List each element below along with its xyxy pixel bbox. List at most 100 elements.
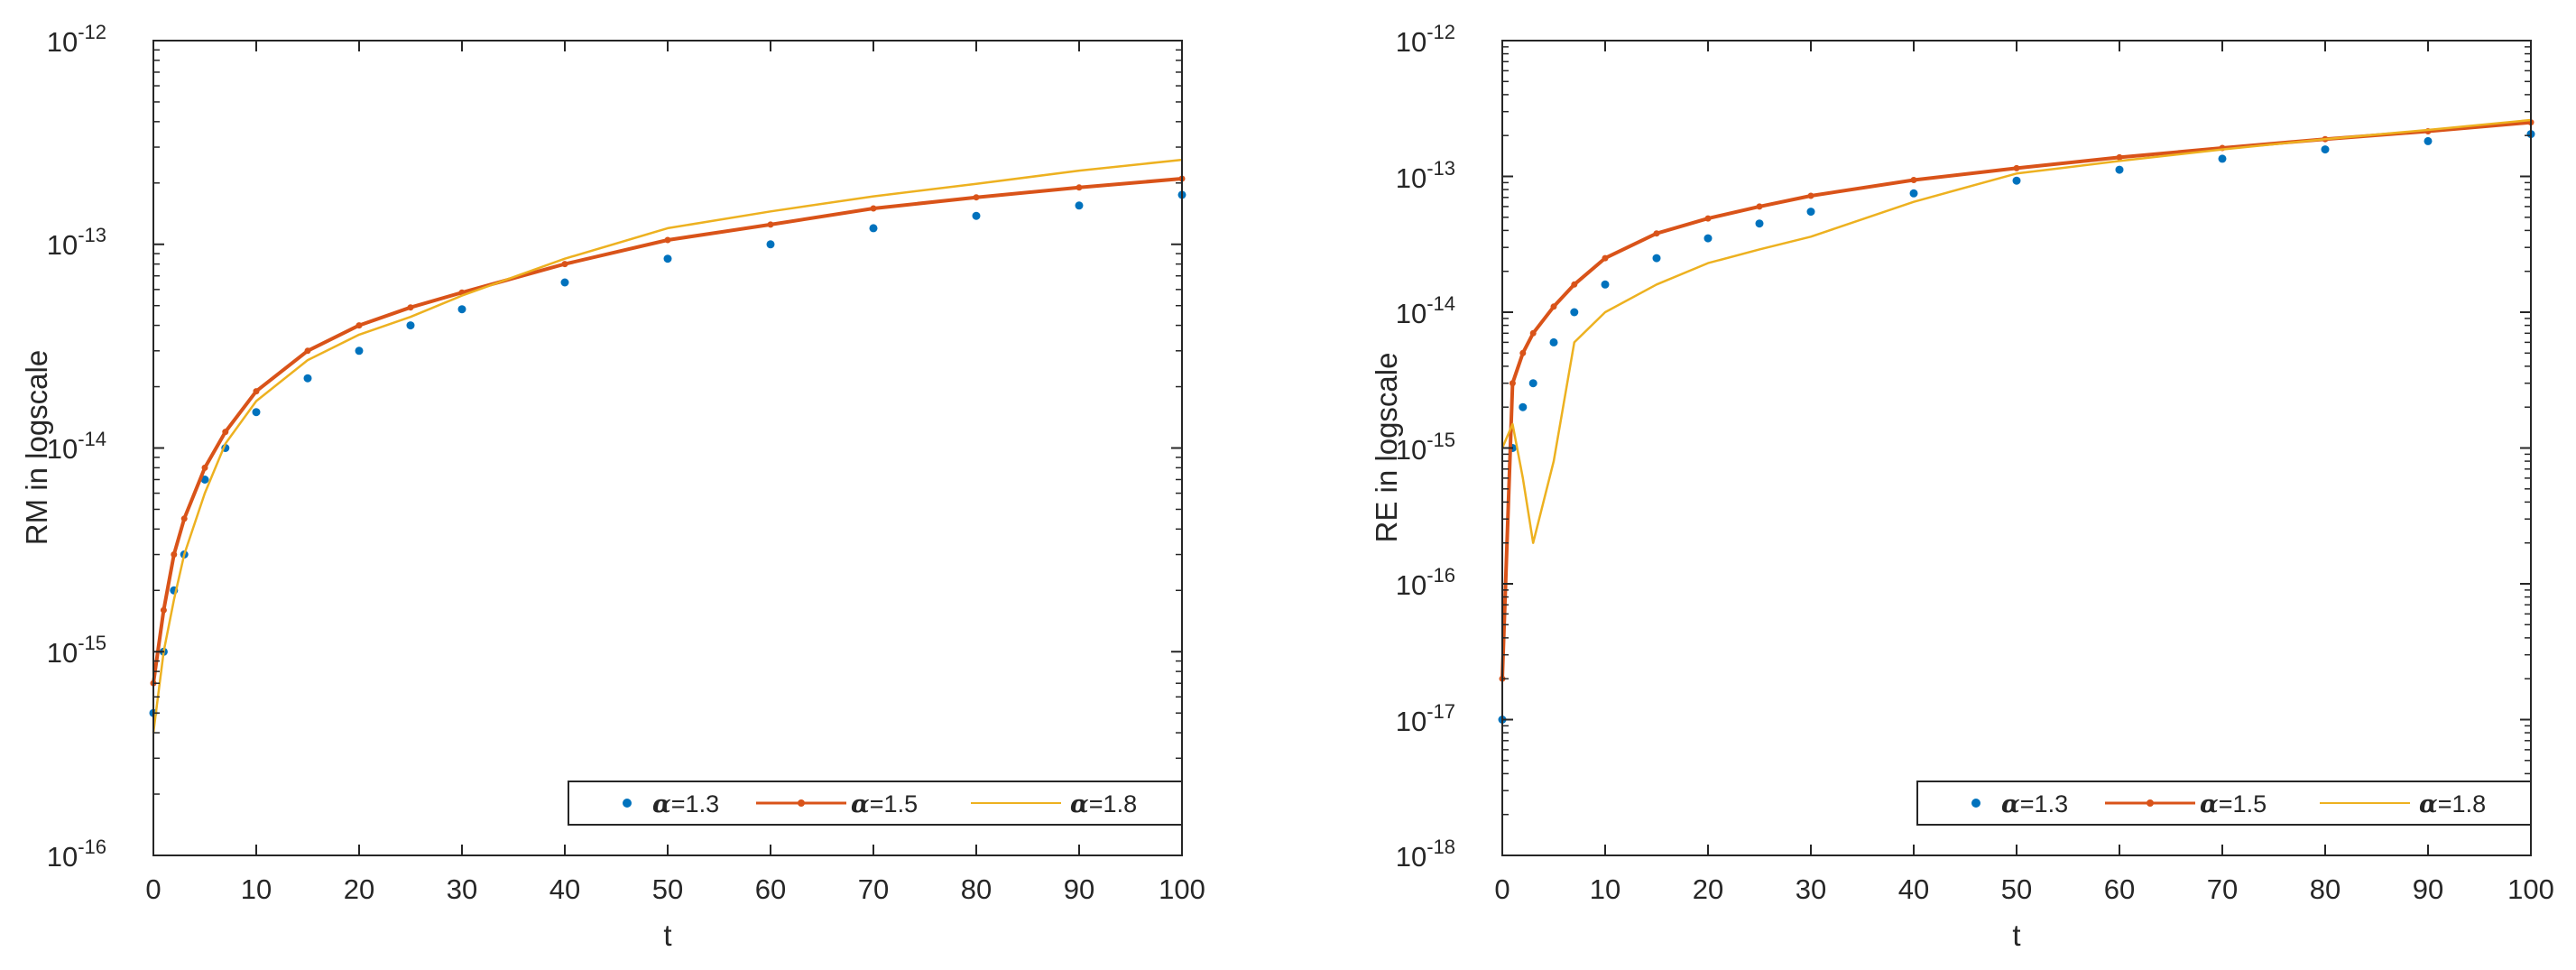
y-tick-label: 10-12 [47, 21, 106, 58]
y-tick-label: 10-12 [1396, 21, 1455, 58]
data-point-alpha-1-5 [561, 261, 568, 268]
data-point-alpha-1-5 [2116, 153, 2123, 161]
data-point-alpha-1-3 [560, 278, 569, 287]
data-point-alpha-1-5 [767, 221, 774, 228]
y-tick-label: 10-16 [47, 836, 106, 873]
x-tick-label: 50 [652, 873, 683, 905]
series-group-re [1498, 118, 2535, 724]
y-tick-label: 10-15 [47, 632, 106, 669]
data-point-alpha-1-3 [1755, 219, 1764, 228]
x-tick-label: 100 [2507, 873, 2554, 905]
data-point-alpha-1-5 [870, 205, 877, 212]
chart-re: 0 10 20 30 40 50 60 70 80 90 100 10-18 1… [1370, 21, 2554, 952]
data-point-alpha-1-5 [160, 606, 167, 614]
legend-label-alpha-1-5: α=1.5 [2200, 790, 2267, 818]
x-tick-label: 70 [2207, 873, 2238, 905]
data-point-alpha-1-5 [407, 304, 414, 311]
data-point-alpha-1-3 [2424, 136, 2433, 145]
legend-label-alpha-1-3: α=1.3 [2001, 790, 2068, 818]
data-point-alpha-1-5 [1704, 215, 1712, 222]
data-point-alpha-1-3 [766, 240, 775, 249]
x-tick-label: 100 [1159, 873, 1205, 905]
series-line-alpha-1-5 [152, 177, 1183, 684]
data-point-alpha-1-3 [406, 321, 415, 330]
data-point-alpha-1-3 [1549, 337, 1558, 346]
y-tick-label: 10-17 [1396, 700, 1455, 737]
x-tick-label: 60 [2104, 873, 2135, 905]
data-point-alpha-1-5 [1910, 177, 1917, 183]
data-point-alpha-1-3 [1652, 254, 1661, 263]
data-point-alpha-1-5 [2013, 164, 2020, 171]
legend-label-alpha-1-8: α=1.8 [1070, 790, 1137, 818]
y-tick-label: 10-15 [1396, 429, 1455, 466]
data-point-alpha-1-5 [1571, 281, 1578, 288]
data-point-alpha-1-5 [1519, 349, 1527, 356]
legend-label-alpha-1-3: α=1.3 [652, 790, 719, 818]
data-point-alpha-1-5 [180, 515, 188, 522]
x-tick-label: 20 [344, 873, 374, 905]
data-point-alpha-1-5 [1550, 303, 1557, 310]
data-point-alpha-1-3 [972, 211, 981, 220]
data-point-alpha-1-3 [252, 408, 261, 417]
chart-rm: 0 10 20 30 40 50 60 70 80 90 100 10-16 1… [20, 21, 1205, 952]
x-tick-label: 90 [2413, 873, 2443, 905]
data-point-alpha-1-3 [1519, 402, 1528, 411]
legend-rm: α=1.3 α=1.5 α=1.8 [568, 781, 1183, 826]
data-point-alpha-1-5 [171, 551, 178, 558]
series-line-alpha-1-5 [1500, 120, 2532, 679]
x-tick-label: 50 [2001, 873, 2032, 905]
data-point-alpha-1-5 [1076, 184, 1083, 191]
data-point-alpha-1-5 [1807, 192, 1814, 199]
x-tick-label: 20 [1693, 873, 1723, 905]
x-axis-label: t [663, 919, 671, 952]
x-tick-label: 60 [755, 873, 786, 905]
y-tick-label: 10-16 [1396, 564, 1455, 601]
data-point-alpha-1-3 [355, 346, 364, 356]
data-point-alpha-1-3 [1806, 208, 1815, 217]
data-point-alpha-1-5 [253, 388, 260, 395]
legend-marker-alpha-1-5 [798, 799, 805, 807]
legend-label-alpha-1-8: α=1.8 [2419, 790, 2486, 818]
x-tick-label: 10 [1590, 873, 1620, 905]
data-point-alpha-1-5 [1653, 230, 1660, 237]
x-tick-label: 80 [961, 873, 992, 905]
data-point-alpha-1-3 [457, 305, 466, 314]
series-group-rm [149, 158, 1186, 734]
data-point-alpha-1-5 [973, 194, 980, 201]
y-tick-label: 10-14 [1396, 292, 1455, 329]
x-tick-label: 70 [858, 873, 889, 905]
plot-area-rm [153, 41, 1182, 855]
data-point-alpha-1-3 [1703, 234, 1713, 243]
legend-box [1916, 781, 2532, 826]
data-point-alpha-1-3 [663, 254, 672, 263]
y-tick-label: 10-18 [1396, 836, 1455, 873]
data-point-alpha-1-5 [1602, 254, 1609, 262]
x-tick-label: 10 [241, 873, 272, 905]
data-point-alpha-1-5 [222, 429, 229, 436]
plot-area-re [1502, 41, 2531, 855]
x-tick-label: 90 [1064, 873, 1094, 905]
x-tick-label: 40 [1898, 873, 1929, 905]
x-tick-label: 0 [145, 873, 161, 905]
data-point-alpha-1-3 [1075, 201, 1084, 210]
legend-marker-alpha-1-3 [1971, 799, 1980, 808]
data-point-alpha-1-3 [1570, 308, 1579, 317]
y-tick-label: 10-13 [47, 224, 106, 261]
data-point-alpha-1-5 [355, 322, 363, 329]
x-axis-label: t [2012, 919, 2020, 952]
data-point-alpha-1-5 [1756, 203, 1763, 210]
x-tick-label: 30 [1796, 873, 1826, 905]
data-point-alpha-1-5 [304, 347, 311, 355]
y-tick-label: 10-13 [1396, 157, 1455, 194]
x-tick-label: 30 [447, 873, 477, 905]
legend-marker-alpha-1-5 [2147, 799, 2154, 807]
y-axis-label: RE in logscale [1370, 353, 1403, 543]
series-line-alpha-1-8 [1500, 118, 2532, 544]
data-point-alpha-1-5 [1509, 380, 1516, 387]
series-line-alpha-1-8 [152, 158, 1183, 734]
data-point-alpha-1-5 [201, 464, 208, 471]
data-point-alpha-1-5 [1529, 329, 1537, 337]
y-tick-label: 10-14 [47, 428, 106, 465]
legend-label-alpha-1-5: α=1.5 [851, 790, 918, 818]
